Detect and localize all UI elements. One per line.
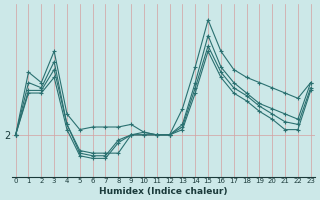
X-axis label: Humidex (Indice chaleur): Humidex (Indice chaleur) — [99, 187, 228, 196]
